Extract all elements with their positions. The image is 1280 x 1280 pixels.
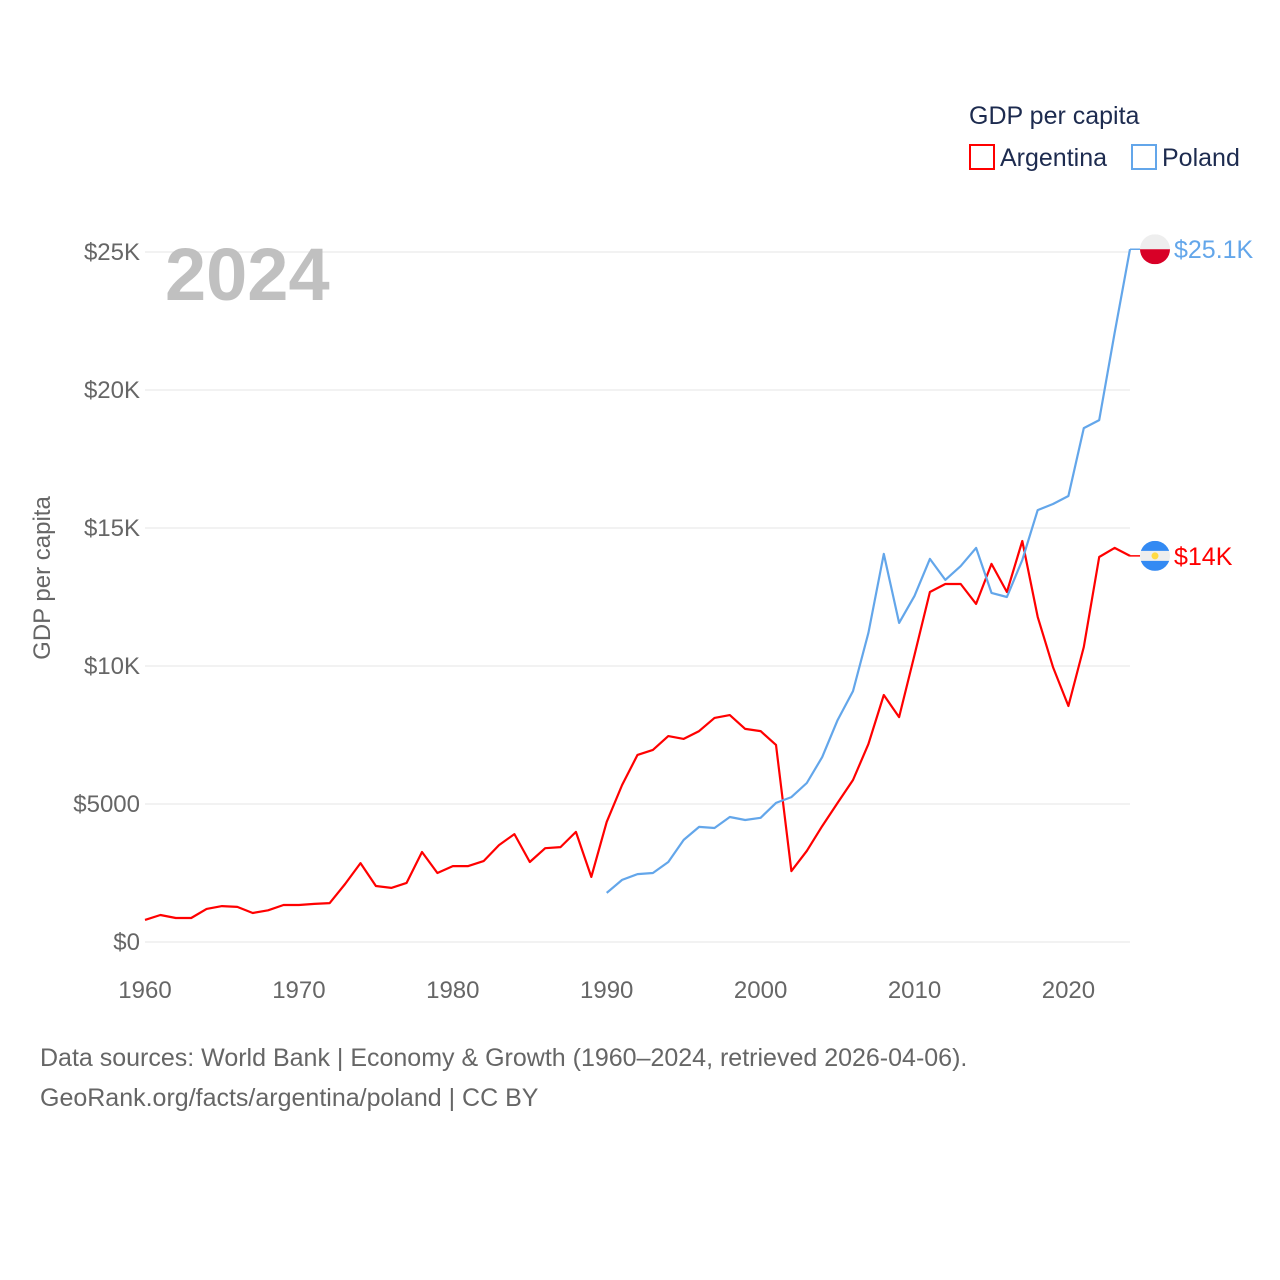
series-line-poland (605, 249, 1132, 894)
y-tick-label: $10K (84, 653, 140, 680)
x-tick-label: 2010 (888, 977, 941, 1004)
legend-swatch (969, 144, 995, 170)
end-value-label-poland: $25.1K (1174, 236, 1254, 264)
x-tick-label: 1990 (580, 977, 633, 1004)
y-tick-label: $0 (113, 929, 140, 956)
series-line-argentina (144, 539, 1131, 921)
poland-flag-icon (1140, 234, 1170, 265)
x-tick-label: 1980 (426, 977, 479, 1004)
y-tick-label: $5000 (73, 791, 140, 818)
legend-item-poland[interactable]: Poland (1131, 144, 1240, 172)
legend-title: GDP per capita (969, 102, 1140, 130)
y-tick-label: $20K (84, 377, 140, 404)
x-tick-label: 1970 (272, 977, 325, 1004)
legend-swatch (1131, 144, 1157, 170)
source-line-1: Data sources: World Bank | Economy & Gro… (40, 1044, 968, 1072)
end-value-label-argentina: $14K (1174, 543, 1233, 571)
y-tick-label: $15K (84, 515, 140, 542)
x-tick-label: 1960 (118, 977, 171, 1004)
legend-label: Poland (1162, 144, 1240, 172)
x-tick-label: 2000 (734, 977, 787, 1004)
year-watermark: 2024 (165, 233, 330, 316)
source-line-2[interactable]: GeoRank.org/facts/argentina/poland | CC … (40, 1084, 539, 1112)
legend-label: Argentina (1000, 144, 1107, 172)
x-tick-label: 2020 (1042, 977, 1095, 1004)
legend-item-argentina[interactable]: Argentina (969, 144, 1107, 172)
argentina-flag-icon (1140, 540, 1170, 571)
y-axis-label: GDP per capita (29, 496, 56, 660)
y-tick-label: $25K (84, 239, 140, 266)
